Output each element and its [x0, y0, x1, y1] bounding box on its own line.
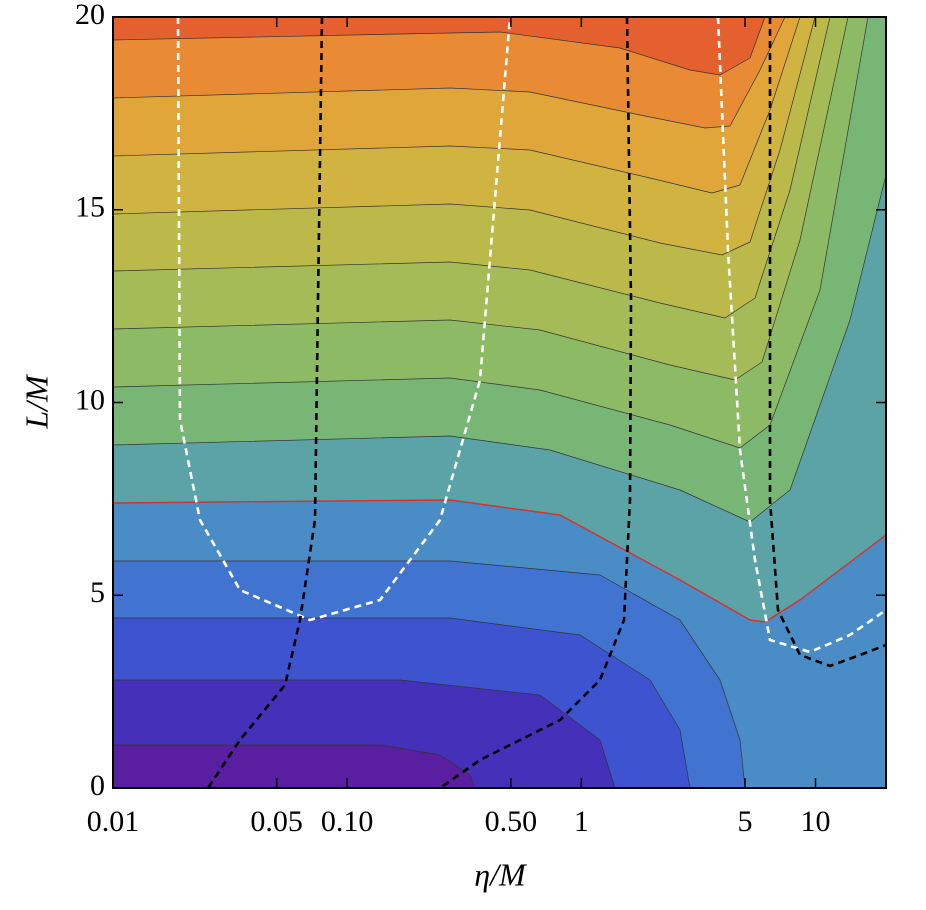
dashed-curve	[768, 17, 886, 668]
y-tick-label: 10	[75, 383, 105, 416]
contour-line	[113, 560, 746, 788]
dashed-curve	[716, 17, 886, 654]
contour-line	[113, 17, 849, 381]
x-tick-label: 5	[738, 805, 753, 838]
contour-line	[113, 617, 691, 788]
highlight-contour	[113, 499, 886, 623]
dashed-curve	[176, 17, 512, 622]
contour-line	[113, 17, 816, 256]
dashed-curve	[206, 17, 324, 788]
contour-line	[113, 17, 786, 129]
y-tick-label: 20	[75, 0, 105, 31]
x-tick-label: 0.01	[87, 805, 140, 838]
contour-line	[113, 17, 766, 76]
plot-area	[113, 17, 886, 788]
contour-line	[113, 679, 616, 788]
contour-line	[113, 174, 886, 523]
dashed-curve	[439, 17, 633, 788]
x-tick-label: 1	[574, 805, 589, 838]
x-tick-label: 0.05	[250, 805, 303, 838]
contour-band	[113, 745, 475, 788]
contour-line	[113, 744, 476, 788]
contour-line	[113, 17, 869, 449]
y-tick-label: 5	[90, 576, 105, 609]
y-axis-label: L/M	[18, 373, 54, 430]
x-tick-label: 10	[801, 805, 831, 838]
contour-line	[113, 17, 801, 194]
y-tick-label: 15	[75, 191, 105, 224]
x-tick-label: 0.10	[321, 805, 374, 838]
y-tick-label: 0	[90, 769, 105, 802]
contour-line	[113, 17, 831, 319]
x-tick-label: 0.50	[485, 805, 538, 838]
x-axis-label: η/M	[474, 856, 528, 892]
